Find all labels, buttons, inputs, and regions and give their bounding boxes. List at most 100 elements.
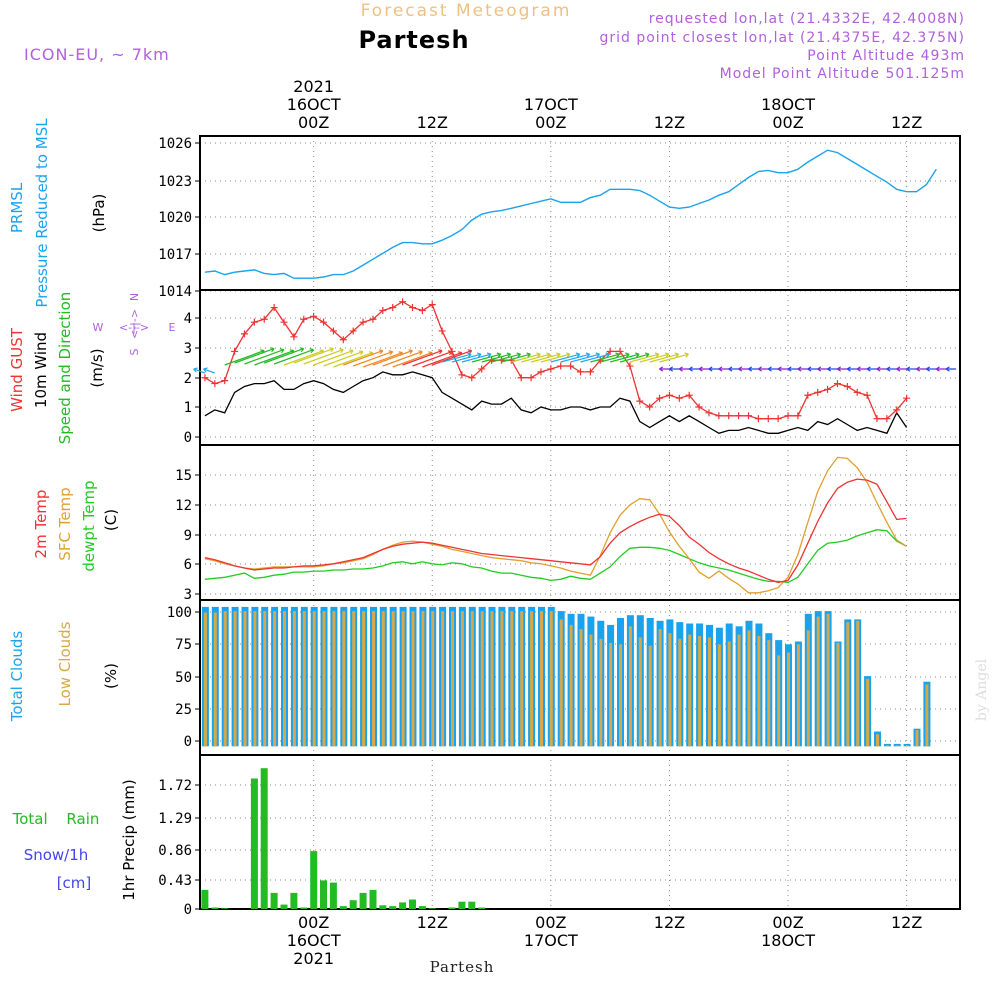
gust-marker <box>804 391 812 399</box>
wind-direction-arrow <box>590 352 620 363</box>
rain-bar <box>290 892 298 909</box>
low-cloud-bar <box>876 734 879 747</box>
wind-direction-arrow <box>530 352 561 363</box>
gust-marker <box>863 391 871 399</box>
gust-marker <box>517 374 525 382</box>
wind-direction-arrow <box>836 366 848 372</box>
wind-direction-arrow <box>767 366 779 372</box>
wind-direction-arrow <box>303 348 344 365</box>
wind-direction-arrow <box>757 366 769 372</box>
y-tick-label: 1014 <box>158 284 192 300</box>
wind-direction-arrow <box>856 366 868 372</box>
wind-direction-arrow <box>501 352 531 363</box>
pressure-axis-label: PRMSL <box>8 182 26 233</box>
dewpoint-line <box>204 529 907 584</box>
gust-marker <box>201 374 209 382</box>
compass-east: E <box>169 321 176 334</box>
y-tick-label: 2 <box>184 371 192 387</box>
wind-direction-arrow <box>718 366 729 372</box>
low-cloud-bar <box>648 645 652 747</box>
gust-marker <box>418 306 426 314</box>
low-cloud-bar <box>549 611 553 747</box>
low-cloud-bar <box>816 616 820 747</box>
gust-marker <box>211 380 219 388</box>
gust-marker <box>695 403 703 411</box>
gust-marker <box>537 368 545 376</box>
gust-marker <box>458 371 466 379</box>
low-cloud-bar <box>668 633 672 747</box>
point-altitude: Point Altitude 493m <box>807 48 965 64</box>
wind-direction-arrow <box>945 366 956 372</box>
low-cloud-bar <box>421 611 425 747</box>
2m-temp-line <box>204 478 907 584</box>
low-cloud-bar <box>628 626 632 747</box>
rain-bar <box>270 892 278 909</box>
y-tick-label: 12 <box>175 498 192 514</box>
wind-direction-arrow <box>609 352 640 363</box>
low-cloud-bar <box>895 745 899 747</box>
gust-marker <box>853 388 861 396</box>
gust-marker <box>833 380 841 388</box>
gust-marker <box>339 336 347 344</box>
gust-marker <box>557 362 565 370</box>
snow-legend-label: Snow/1h <box>24 846 89 864</box>
rain-bar <box>369 889 377 909</box>
bottom-date-label: 17OCT <box>524 931 578 950</box>
rain-bar <box>349 900 357 909</box>
low-cloud-bar <box>836 642 840 747</box>
wind-direction-arrow <box>896 366 907 372</box>
gust-marker <box>784 412 792 420</box>
total-cloud-bar <box>893 743 901 747</box>
wind-direction-arrow <box>224 349 265 366</box>
gust-marker <box>260 315 268 323</box>
y-tick-label: 6 <box>184 557 192 573</box>
gust-marker <box>250 318 258 326</box>
y-tick-label: 1.72 <box>158 778 192 794</box>
low-cloud-bar <box>747 630 751 747</box>
wind-direction-arrow <box>244 348 285 365</box>
wind-direction-arrow <box>876 366 887 372</box>
wind-direction-arrow <box>906 366 917 372</box>
y-tick-label: 1023 <box>158 174 192 190</box>
low-cloud-bar <box>332 611 336 747</box>
gust-marker <box>646 403 654 411</box>
top-year-label: 2021 <box>293 77 334 96</box>
low-cloud-bar <box>302 611 306 747</box>
low-cloud-bar <box>737 634 741 747</box>
gust-marker <box>735 412 743 420</box>
wind-direction-arrow <box>600 352 630 363</box>
low-cloud-bar <box>342 611 346 747</box>
gust-marker <box>547 365 555 373</box>
gust-marker <box>320 318 328 326</box>
gust-marker <box>626 362 634 370</box>
low-cloud-bar <box>579 629 583 747</box>
y-tick-label: 15 <box>175 468 192 484</box>
low-cloud-bar <box>441 611 445 747</box>
bottom-year-label: 2021 <box>293 949 334 968</box>
wind-direction-arrow <box>451 352 482 363</box>
rain-bar <box>458 901 466 909</box>
compass-vertical: <-|-> <box>128 309 141 339</box>
low-cloud-bar <box>708 637 711 747</box>
pressure-unit: (hPa) <box>90 194 108 233</box>
low-cloud-bar <box>530 611 534 747</box>
low-cloud-bar <box>589 634 593 747</box>
low-cloud-bar <box>727 641 731 747</box>
wind-direction-arrow <box>748 366 759 372</box>
wind-direction-arrow <box>925 366 937 372</box>
gust-marker <box>576 368 584 376</box>
low-cloud-bar <box>381 611 385 747</box>
gust-marker <box>725 412 733 420</box>
total-cloud-bar <box>883 743 891 747</box>
gust-marker <box>408 304 416 312</box>
low-cloud-bar <box>520 611 524 747</box>
wind-direction-arrow <box>540 352 571 363</box>
wind-direction-arrow <box>866 366 877 372</box>
rain-bar <box>478 907 486 909</box>
precip-axis-label: 1hr Precip (mm) <box>120 779 138 900</box>
plot-area: 1026 1023 1020 1017 1014 4 3 2 1 0 15 12 9 6 3 100 75 50 2… <box>158 135 961 918</box>
gust-marker <box>468 374 476 382</box>
wind-direction-arrow <box>382 350 423 367</box>
low-cloud-bar <box>885 745 889 747</box>
low-cloud-bar <box>796 644 800 747</box>
